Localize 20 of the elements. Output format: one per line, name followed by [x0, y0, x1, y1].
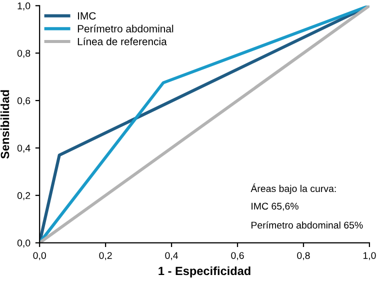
- y-tick-label: 0,2: [17, 192, 30, 200]
- legend-label: Línea de referencia: [78, 37, 167, 46]
- y-tick-label: 1,0: [18, 2, 30, 10]
- y-tick-label: 0,6: [17, 97, 30, 106]
- x-tick-label: 0,0: [33, 252, 46, 260]
- annotation: Perímetro abdominal 65%: [252, 221, 363, 229]
- y-tick-label: 0,0: [17, 240, 30, 248]
- annotation: IMC 65,6%: [252, 202, 298, 211]
- y-axis-title: Sensibilidad: [0, 90, 10, 159]
- x-tick-label: 1,0: [363, 252, 376, 260]
- x-tick-label: 0,8: [297, 252, 310, 260]
- x-tick-label: 0,2: [99, 252, 112, 260]
- x-tick-label: 0,6: [231, 252, 244, 260]
- x-tick-label: 0,4: [165, 252, 178, 260]
- y-tick-label: 0,4: [17, 144, 30, 153]
- annotation: Áreas bajo la curva:: [250, 184, 336, 194]
- legend-label: Perímetro abdominal: [78, 24, 174, 32]
- y-tick-label: 0,8: [17, 50, 30, 58]
- x-axis-title: 1 - Especificidad: [158, 266, 250, 278]
- legend-label: IMC: [78, 12, 96, 20]
